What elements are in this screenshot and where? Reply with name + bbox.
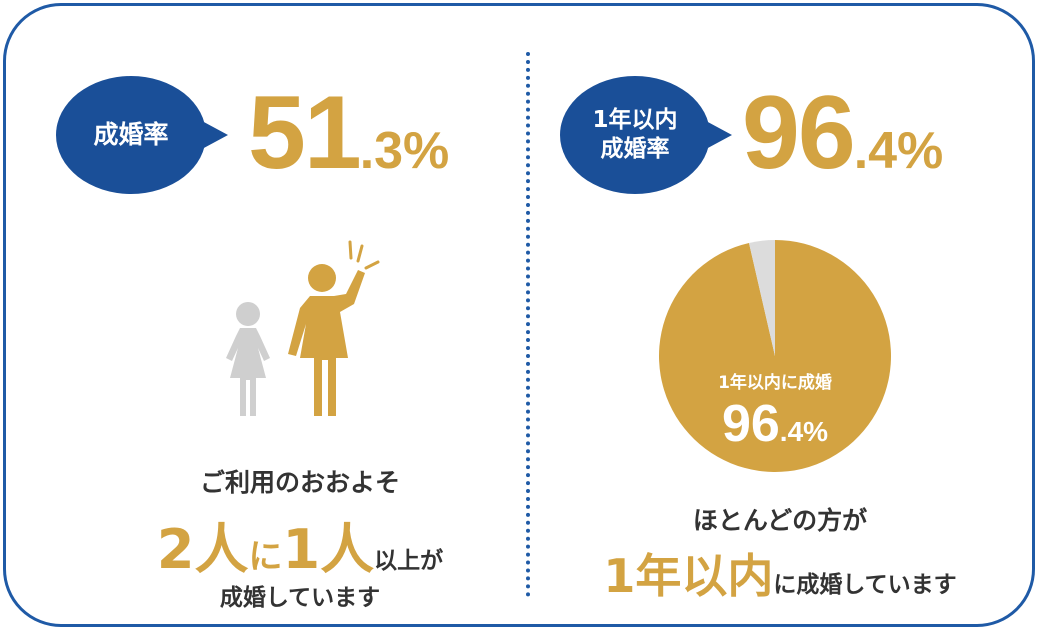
marriage-rate-value: 51.3%	[248, 74, 449, 193]
caption-one: 1	[282, 518, 321, 581]
marriage-rate-bubble: 成婚率	[56, 76, 228, 194]
caption-two: 2	[156, 518, 195, 581]
marriage-rate-dec: .3%	[359, 122, 450, 180]
one-year-rate-dec: .4%	[853, 122, 944, 180]
one-year-bubble-line1: 1年以内	[592, 107, 678, 134]
one-year-rate-bubble: 1年以内 成婚率	[560, 76, 732, 194]
marriage-rate-int: 51	[248, 75, 362, 191]
one-year-bubble-line2: 成婚率	[600, 136, 670, 162]
two-people-icon	[226, 240, 380, 416]
right-caption-tail: に成婚しています	[773, 572, 957, 598]
pie-slice-other	[748, 240, 775, 356]
caption-person2: 人	[320, 518, 375, 581]
grey-person-icon	[226, 302, 270, 416]
pie-value-int: 96	[721, 395, 780, 453]
pie-value-dec: .4%	[779, 416, 829, 447]
caption-ni: に	[248, 537, 283, 577]
left-caption-line3: 成婚しています	[219, 585, 381, 611]
left-caption-line1: ご利用のおおよそ	[199, 468, 400, 497]
celebration-lines-icon	[348, 240, 380, 270]
one-year-rate-value: 96.4%	[742, 74, 943, 193]
gold-person-icon	[288, 264, 365, 416]
right-caption-line2: 1年以内に成婚しています	[560, 540, 1000, 606]
pie-label: 1年以内に成婚	[718, 373, 832, 393]
caption-tail: 以上が	[374, 548, 444, 574]
marriage-rate-bubble-label: 成婚率	[93, 120, 169, 150]
caption-person1: 人	[194, 518, 249, 581]
one-year-rate-int: 96	[742, 75, 856, 191]
right-caption-line1: ほとんどの方が	[692, 506, 868, 535]
right-caption-highlight: 1年以内	[603, 549, 774, 603]
left-caption-line2: 2人に1人以上が	[60, 505, 540, 584]
pie-value: 96.4%	[657, 394, 893, 454]
one-year-pie-chart	[659, 240, 891, 472]
dotted-divider	[526, 52, 530, 597]
